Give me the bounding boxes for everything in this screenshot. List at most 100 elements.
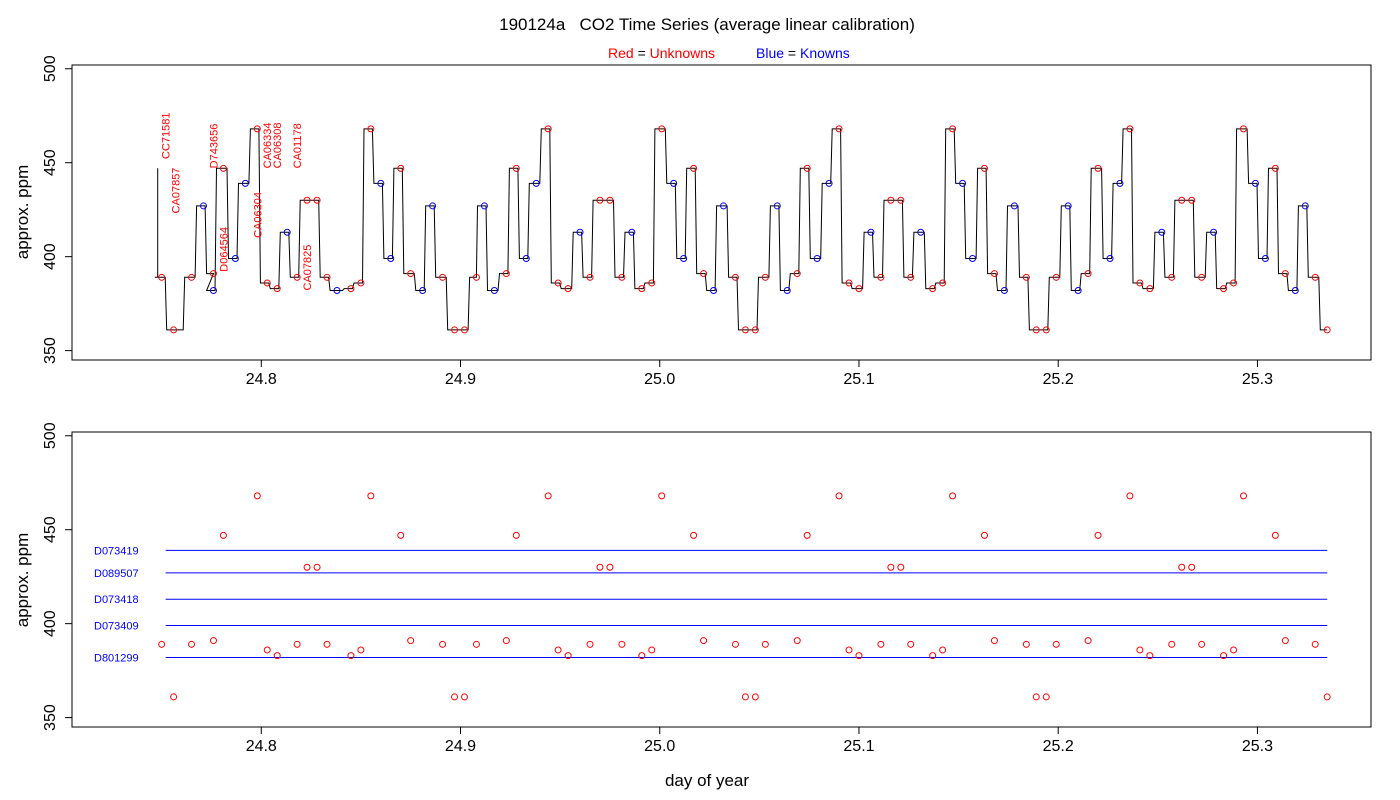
top-x-tick-label: 24.8 [246, 371, 277, 388]
top-annotation-label: CA06308 [272, 122, 284, 168]
bottom-x-tick-label: 25.1 [843, 738, 874, 755]
bottom-unknown-point [731, 640, 739, 648]
bottom-y-axis: 350 400 450 500 [42, 422, 73, 731]
legend-blue-label: Blue [756, 45, 784, 61]
top-x-tick-label: 25.3 [1242, 371, 1273, 388]
bottom-unknown-point [502, 637, 510, 645]
top-unknown-point [502, 270, 510, 278]
bottom-unknown-point [158, 640, 166, 648]
bottom-unknown-point [209, 637, 217, 645]
bottom-unknown-point [1032, 693, 1040, 701]
bottom-unknown-point [648, 646, 656, 654]
bottom-unknown-point [1239, 492, 1247, 500]
bottom-unknown-point [1323, 693, 1331, 701]
top-known-point [576, 228, 584, 236]
top-known-point [377, 179, 385, 187]
top-unknown-point [1032, 326, 1040, 334]
top-known-point [1291, 286, 1299, 294]
top-annotations: CC71581 CA07857 D743656 D064564 CA06304 CA063… [161, 112, 314, 290]
bottom-unknown-point [1230, 646, 1238, 654]
bottom-unknown-point [460, 693, 468, 701]
top-known-point [1074, 286, 1082, 294]
bottom-unknown-point [303, 563, 311, 571]
bottom-unknown-point [1281, 637, 1289, 645]
bottom-unknown-point [263, 646, 271, 654]
bottom-unknown-point [638, 652, 646, 660]
top-x-tick-label: 25.2 [1043, 371, 1074, 388]
bottom-reference-label: D801299 [94, 652, 139, 664]
bottom-x-tick-label: 25.0 [644, 738, 675, 755]
top-known-point [480, 202, 488, 210]
bottom-y-tick-label: 400 [42, 610, 59, 637]
top-unknown-point [855, 285, 863, 293]
top-y-tick-label: 450 [42, 149, 59, 176]
bottom-unknown-point [700, 637, 708, 645]
bottom-x-tick-label: 24.8 [246, 738, 277, 755]
top-unknown-point [897, 196, 905, 204]
top-known-point [773, 202, 781, 210]
bottom-unknown-point [1126, 492, 1134, 500]
top-unknown-point [1022, 273, 1030, 281]
bottom-unknown-point [439, 640, 447, 648]
bottom-unknown-point [887, 563, 895, 571]
bottom-unknown-point [586, 640, 594, 648]
top-knowns-points [199, 179, 1309, 294]
bottom-unknown-point [1178, 563, 1186, 571]
top-annotation-label: CA07857 [171, 168, 183, 214]
bottom-unknown-point [407, 637, 415, 645]
top-unknown-point [980, 164, 988, 172]
top-unknown-point [751, 326, 759, 334]
bottom-unknown-point [357, 646, 365, 654]
bottom-unknown-point [1188, 563, 1196, 571]
bottom-unknown-point [1311, 640, 1319, 648]
bottom-unknown-point [907, 640, 915, 648]
top-y-axis-label: approx. ppm [13, 165, 32, 260]
top-unknown-point [512, 164, 520, 172]
top-unknown-point [887, 196, 895, 204]
top-known-point [1158, 228, 1166, 236]
top-unknown-point [209, 270, 217, 278]
top-known-point [1064, 202, 1072, 210]
bottom-y-tick-label: 350 [42, 704, 59, 731]
top-unknown-point [907, 273, 915, 281]
bottom-unknown-point [949, 492, 957, 500]
bottom-unknowns-points [158, 492, 1331, 701]
top-unknown-point [731, 273, 739, 281]
top-unknown-point [1042, 326, 1050, 334]
top-unknown-point [638, 285, 646, 293]
top-x-axis: 24.8 24.9 25.0 25.1 25.2 25.3 [246, 359, 1273, 388]
legend-red-rest: Unknowns [650, 45, 715, 61]
bottom-unknown-point [564, 652, 572, 660]
bottom-unknown-point [1052, 640, 1060, 648]
bottom-reference-label: D089507 [94, 568, 139, 580]
top-unknown-point [158, 273, 166, 281]
top-unknown-point [949, 125, 957, 133]
top-known-point [241, 179, 249, 187]
bottom-unknown-point [1168, 640, 1176, 648]
bottom-unknown-point [313, 563, 321, 571]
top-known-point [1301, 202, 1309, 210]
bottom-unknown-point [544, 492, 552, 500]
top-known-point [917, 228, 925, 236]
bottom-unknown-point [1146, 652, 1154, 660]
figure-title: 190124a CO2 Time Series (average linear … [499, 15, 915, 34]
top-unknown-point [357, 279, 365, 287]
bottom-unknown-point [606, 563, 614, 571]
bottom-x-tick-label: 25.3 [1242, 738, 1273, 755]
bottom-unknown-point [293, 640, 301, 648]
top-unknown-point [648, 279, 656, 287]
top-known-point [719, 202, 727, 210]
legend-eq-1: = [638, 45, 646, 61]
top-unknown-point [606, 196, 614, 204]
top-x-tick-label: 25.0 [644, 371, 675, 388]
top-known-point [231, 255, 239, 263]
top-unknown-point [253, 125, 261, 133]
legend-knowns: Blue = Knowns [756, 45, 850, 61]
bottom-unknown-point [253, 492, 261, 500]
top-unknown-point [170, 326, 178, 334]
top-unknown-point [990, 270, 998, 278]
bottom-unknown-point [397, 531, 405, 539]
top-unknown-point [1230, 279, 1238, 287]
top-annotation-label: CA06304 [252, 192, 264, 238]
top-unknown-point [658, 125, 666, 133]
